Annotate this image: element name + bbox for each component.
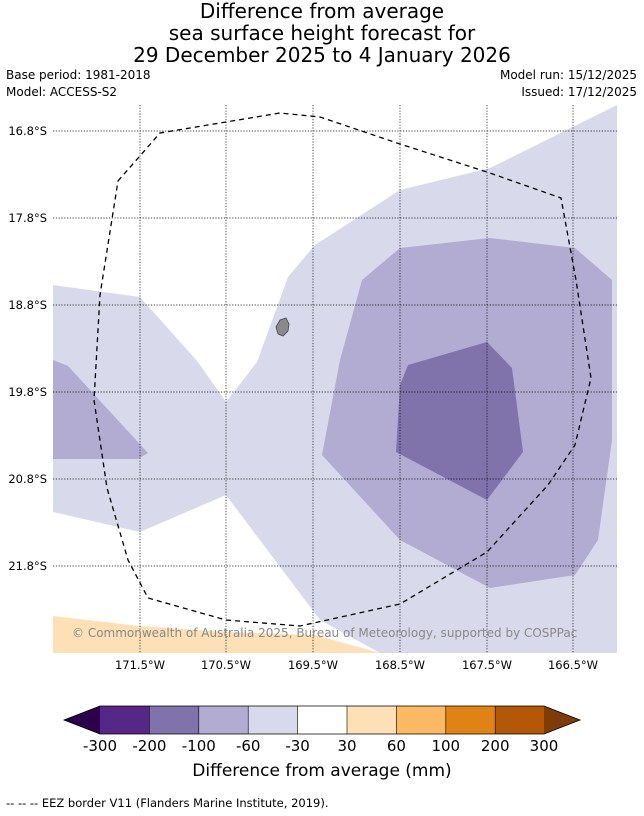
- colorbar-segment: [297, 706, 347, 734]
- model-name: Model: ACCESS-S2: [6, 85, 118, 99]
- colorbar-segment: [198, 706, 249, 734]
- title-line-1: Difference from average: [199, 0, 445, 23]
- lon-label: 166.5°W: [548, 658, 598, 672]
- colorbar-segment: [347, 706, 397, 734]
- colorbar-segment: [100, 706, 150, 734]
- title-line-2: sea surface height forecast for: [168, 21, 476, 45]
- colorbar-segment: [149, 706, 199, 734]
- colorbar-title: Difference from average (mm): [192, 761, 452, 781]
- colorbar-tick: 100: [431, 737, 460, 755]
- eez-legend: -- -- -- EEZ border V11 (Flanders Marine…: [6, 796, 329, 810]
- island-land: [275, 317, 290, 337]
- colorbar-tick: -60: [236, 737, 261, 755]
- colorbar-tick: -300: [83, 737, 117, 755]
- colorbar-tick: -30: [285, 737, 310, 755]
- lat-label: 19.8°S: [8, 385, 47, 399]
- colorbar-extend-low: [64, 706, 100, 734]
- longitude-labels: 171.5°W 170.5°W 169.5°W 168.5°W 167.5°W …: [115, 658, 598, 672]
- colorbar-extend-high: [544, 706, 580, 734]
- colorbar-tick: -200: [132, 737, 166, 755]
- map-title: Difference from average sea surface heig…: [0, 0, 644, 66]
- colorbar-tick: 60: [387, 737, 406, 755]
- colorbar-tick: 30: [337, 737, 356, 755]
- colorbar-tick: 300: [530, 737, 559, 755]
- colorbar: -300 -200 -100 -60 -30 30 60 100 200 300: [62, 705, 582, 755]
- contour-minus-100-60-west: [53, 360, 148, 459]
- lon-label: 169.5°W: [288, 658, 338, 672]
- title-line-3: 29 December 2025 to 4 January 2026: [133, 43, 511, 67]
- lon-label: 167.5°W: [462, 658, 512, 672]
- colorbar-segment: [396, 706, 446, 734]
- base-period: Base period: 1981-2018: [6, 68, 151, 82]
- eez-border: [93, 112, 592, 627]
- gridlines: [53, 105, 617, 653]
- lat-label: 17.8°S: [8, 211, 47, 225]
- lon-label: 170.5°W: [201, 658, 251, 672]
- colorbar-segment: [445, 706, 496, 734]
- colorbar-segment: [248, 706, 298, 734]
- lon-label: 168.5°W: [375, 658, 425, 672]
- info-right: Model run: 15/12/2025 Issued: 17/12/2025: [500, 67, 637, 101]
- contour-minus-200-100: [396, 342, 523, 500]
- latitude-labels: 16.8°S 17.8°S 18.8°S 19.8°S 20.8°S 21.8°…: [8, 124, 47, 573]
- contour-plus-30-60: [53, 616, 380, 653]
- copyright-text: © Commonwealth of Australia 2025, Bureau…: [72, 626, 577, 640]
- colorbar-tick: -100: [182, 737, 216, 755]
- lat-label: 18.8°S: [8, 298, 47, 312]
- lat-label: 21.8°S: [8, 559, 47, 573]
- info-left: Base period: 1981-2018 Model: ACCESS-S2: [6, 67, 151, 101]
- model-run: Model run: 15/12/2025: [499, 68, 637, 82]
- map-area: © Commonwealth of Australia 2025, Bureau…: [53, 105, 617, 653]
- lat-label: 16.8°S: [8, 124, 47, 138]
- colorbar-segment: [495, 706, 544, 734]
- lon-label: 171.5°W: [115, 658, 165, 672]
- issued-date: Issued: 17/12/2025: [521, 85, 637, 99]
- colorbar-tick: 200: [481, 737, 510, 755]
- lat-label: 20.8°S: [8, 472, 47, 486]
